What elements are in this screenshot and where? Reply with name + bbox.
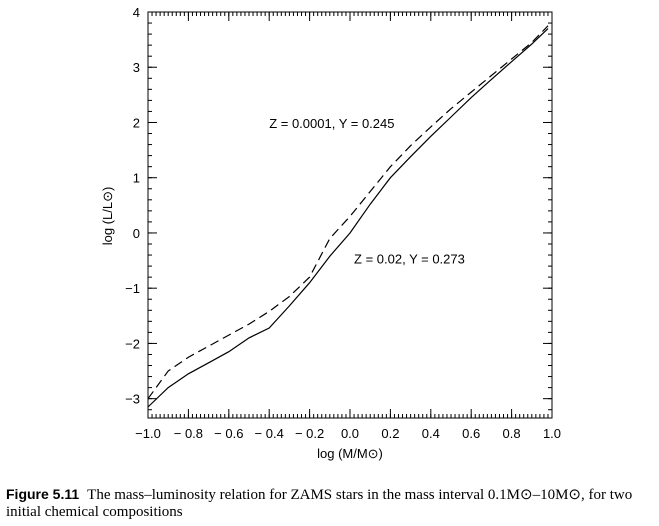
x-tick-label: − 0.2 — [295, 426, 324, 441]
series-line-z0001 — [147, 25, 549, 400]
x-tick-label: 0.0 — [341, 426, 359, 441]
x-tick-label: − 0.6 — [214, 426, 243, 441]
figure-caption-text: The mass–luminosity relation for ZAMS st… — [6, 487, 633, 520]
y-tick-label: 4 — [133, 5, 140, 20]
minor-ticks — [147, 11, 553, 418]
series-annotation: Z = 0.02, Y = 0.273 — [354, 251, 465, 266]
y-axis-title: log (L/L⊙) — [100, 187, 115, 246]
y-tick-label: −1 — [125, 281, 140, 296]
y-tick-label: −2 — [125, 336, 140, 351]
plot-frame — [147, 11, 553, 419]
x-tick-label: −1.0 — [135, 426, 161, 441]
x-tick-label: 0.6 — [462, 426, 480, 441]
x-tick-labels: −1.0 − 0.8 − 0.6 − 0.4 − 0.2 0.0 0.2 0.4 0.6 0.8 1… — [135, 426, 561, 441]
y-tick-label: 3 — [133, 60, 140, 75]
x-tick-label: − 0.8 — [174, 426, 203, 441]
figure-caption: Figure 5.11 The mass–luminosity relation … — [6, 486, 656, 521]
y-tick-label: 0 — [133, 226, 140, 241]
y-tick-label: 1 — [133, 171, 140, 186]
x-tick-label: 1.0 — [543, 426, 561, 441]
major-ticks — [147, 11, 553, 418]
x-tick-label: 0.8 — [503, 426, 521, 441]
y-tick-label: 2 — [133, 115, 140, 130]
x-tick-label: 0.4 — [422, 426, 440, 441]
series-line-z002 — [147, 28, 549, 408]
y-tick-labels: −3 −2 −1 0 1 2 3 4 — [125, 5, 140, 407]
x-axis-title: log (M/M⊙) — [317, 446, 383, 461]
x-tick-label: 0.2 — [381, 426, 399, 441]
y-tick-label: −3 — [125, 392, 140, 407]
series-lines — [147, 25, 549, 408]
figure-label: Figure 5.11 — [6, 486, 80, 502]
annotations: Z = 0.0001, Y = 0.245 Z = 0.02, Y = 0.273 — [269, 116, 465, 266]
mass-luminosity-chart: −1.0 − 0.8 − 0.6 − 0.4 − 0.2 0.0 0.2 0.4 0.6 0.8 1… — [100, 5, 561, 461]
series-annotation: Z = 0.0001, Y = 0.245 — [269, 116, 394, 131]
x-tick-label: − 0.4 — [255, 426, 284, 441]
